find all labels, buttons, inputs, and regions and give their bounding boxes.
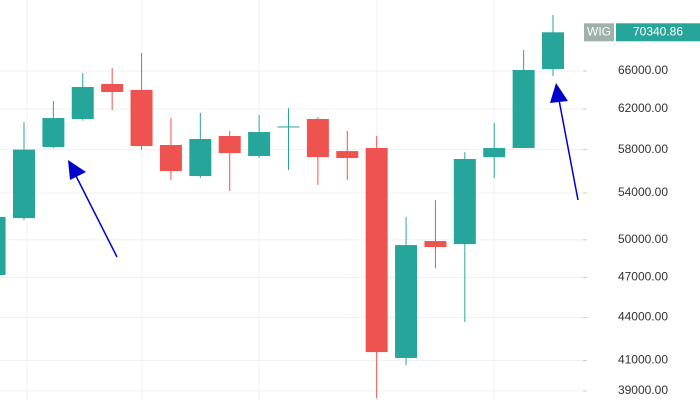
candle-body [453,158,476,245]
candle-body [12,149,35,219]
y-tick-label: 47000.00 [618,270,668,284]
candle-body [159,144,182,172]
symbol-tag [584,23,614,42]
candle-body [542,32,565,70]
symbol-label: WIG [587,24,611,38]
y-tick-label: 39000.00 [618,383,668,397]
y-tick-label: 62000.00 [618,101,668,115]
candle-body [130,89,153,147]
price-tag [616,23,700,42]
annotation-arrows [68,83,579,258]
candle-body [306,119,329,158]
candle-body [248,132,271,157]
y-tick-label: 50000.00 [618,232,668,246]
y-tick-label: 66000.00 [618,63,668,77]
y-tick-label: 41000.00 [618,353,668,367]
vertical-grid [26,0,495,400]
candle-body [424,241,447,248]
y-tick-label: 54000.00 [618,185,668,199]
candle-body [189,138,212,177]
candle-body [483,148,506,158]
candle-body [0,216,6,275]
candle-body [277,126,300,128]
candle-body [71,86,94,120]
candle-body [42,118,65,147]
candle-body [395,245,418,358]
y-tick-label: 58000.00 [618,142,668,156]
candle-body [336,151,359,159]
candle-body [218,136,241,154]
y-tick-label: 44000.00 [618,310,668,324]
candle-body [101,83,124,93]
candle-body [512,70,535,149]
candle-body [365,148,388,353]
price-label: 70340.86 [633,24,683,38]
